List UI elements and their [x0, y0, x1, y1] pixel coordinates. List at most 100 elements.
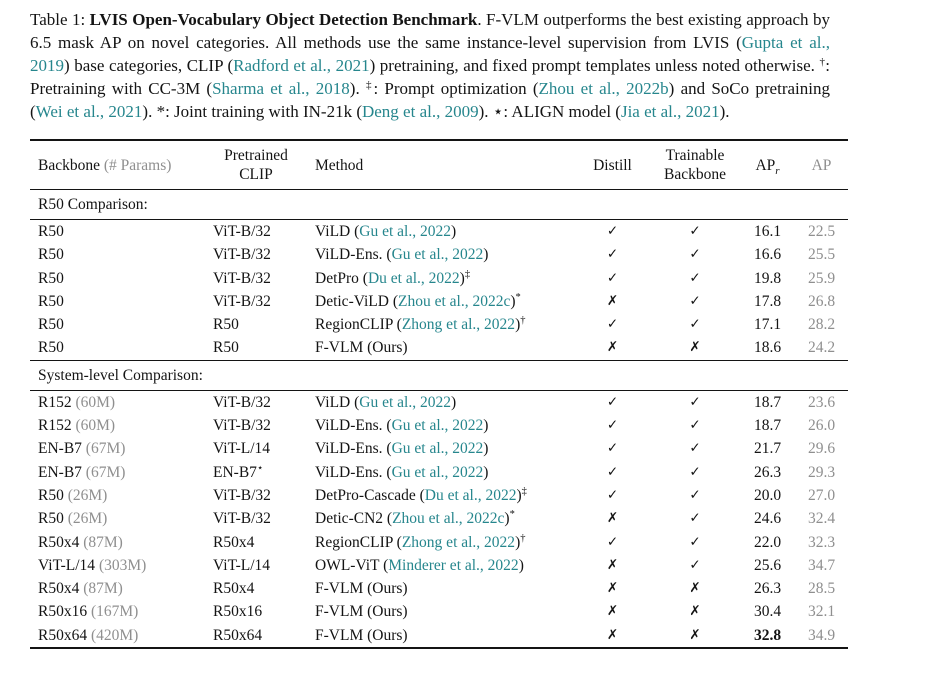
backbone-name: R50x16 — [38, 603, 88, 621]
pretrained-clip-cell: ViT-B/32 — [213, 246, 271, 264]
backbone-param-count: (67M) — [81, 463, 126, 481]
table-row: R50x16 (167M) R50x16 F-VLM (Ours) ✗ ✗ 30.4 32.… — [30, 600, 848, 623]
citation-link[interactable]: Zhong et al., 2022 — [401, 316, 516, 334]
ap-rare-value: 30.4 — [753, 603, 782, 621]
citation-link[interactable]: Du et al., 2022 — [367, 269, 460, 287]
backbone-name: R152 — [38, 417, 72, 435]
distill-mark-check: ✓ — [606, 533, 619, 550]
caption-text: . F-VLM outperforms the best existing ap… — [30, 10, 830, 52]
citation-link[interactable]: Wei et al., 2021 — [35, 102, 143, 121]
backbone-name: R50 — [38, 510, 64, 528]
citation-link[interactable]: Zhou et al., 2022b — [538, 79, 669, 98]
clip-footnote-marker: ⋆ — [256, 462, 264, 474]
backbone-cell: R50 — [30, 220, 205, 244]
backbone-name: R152 — [38, 393, 72, 411]
citation-link[interactable]: Gu et al., 2022 — [391, 417, 484, 435]
table-row: EN-B7 (67M) ViT-L/14 ViLD-Ens. (Gu et al.,… — [30, 437, 848, 460]
backbone-cell: R50 (26M) — [30, 507, 205, 530]
col-header-distill: Distill — [575, 140, 650, 190]
distill-mark-cross: ✗ — [575, 336, 650, 361]
citation-link[interactable]: Zhou et al., 2022c — [398, 292, 511, 310]
backbone-param-count: (60M) — [71, 417, 116, 435]
method-footnote-marker: † — [520, 315, 526, 327]
trainable-backbone-mark-check: ✓ — [689, 292, 701, 309]
ap-rare-value: 18.7 — [753, 393, 782, 411]
method-footnote-marker: * — [515, 291, 521, 303]
ap-rare-value: 19.8 — [753, 269, 782, 287]
citation-link[interactable]: Sharma et al., 2018 — [212, 79, 350, 98]
caption-text: : Prompt optimization ( — [373, 79, 539, 98]
method-cell: F-VLM (Ours) — [315, 626, 408, 644]
ap-value: 26.0 — [807, 417, 836, 435]
backbone-cell: R50 — [30, 290, 205, 313]
table-row: R50 ViT-B/32 ViLD-Ens. (Gu et al., 2022) ✓ ✓… — [30, 243, 848, 266]
distill-mark-check: ✓ — [606, 246, 619, 263]
pretrained-clip-cell: R50x16 — [213, 603, 263, 621]
backbone-param-count: (167M) — [87, 603, 139, 621]
ap-rare-value: 21.7 — [753, 440, 782, 458]
distill-mark-check: ✓ — [606, 269, 619, 286]
backbone-cell: R50 (26M) — [30, 484, 205, 507]
backbone-header-label: Backbone — [38, 156, 100, 174]
ap-value: 25.5 — [807, 246, 836, 264]
citation-link[interactable]: Jia et al., 2021 — [620, 102, 720, 121]
citation-link[interactable]: Radford et al., 2021 — [233, 56, 370, 75]
ap-rare-value: 26.3 — [753, 580, 782, 598]
method-footnote-marker: † — [520, 532, 526, 544]
caption-text: ). — [349, 79, 366, 98]
backbone-cell: R50x16 (167M) — [30, 600, 205, 623]
backbone-name: R50x4 — [38, 533, 80, 551]
method-footnote-marker: * — [509, 509, 515, 521]
citation-link[interactable]: Zhong et al., 2022 — [401, 533, 516, 551]
backbone-param-count: (420M) — [87, 626, 139, 644]
trainable-backbone-mark-check: ✓ — [689, 269, 701, 286]
backbone-cell: R50 — [30, 313, 205, 336]
trainable-backbone-mark-check: ✓ — [689, 440, 701, 457]
ap-value: 34.9 — [807, 626, 836, 644]
backbone-cell: EN-B7 (67M) — [30, 437, 205, 460]
citation-link[interactable]: Gu et al., 2022 — [359, 223, 451, 240]
backbone-name: R50x64 — [38, 626, 88, 644]
distill-mark-cross: ✗ — [606, 626, 619, 643]
pretrained-clip-cell: ViT-B/32 — [213, 510, 271, 528]
method-cell: Detic-ViLD (Zhou et al., 2022c)* — [315, 291, 521, 310]
backbone-name: R50x4 — [38, 580, 80, 598]
trainable-backbone-mark-cross: ✗ — [689, 580, 701, 597]
table-row: R50 ViT-B/32 ViLD (Gu et al., 2022) ✓ ✓ 16.1 2… — [30, 220, 848, 244]
trainable-backbone-mark-cross: ✗ — [689, 603, 701, 620]
backbone-cell: R50 — [30, 267, 205, 290]
table-row: EN-B7 (67M) EN-B7⋆ ViLD-Ens. (Gu et al., 2… — [30, 461, 848, 484]
trainable-backbone-label: Backbone — [664, 166, 726, 183]
caption-text: ). *: Joint training with IN-21k ( — [142, 102, 362, 121]
citation-link[interactable]: Deng et al., 2009 — [361, 102, 479, 121]
backbone-cell: R50 — [30, 336, 205, 361]
ap-value: 28.5 — [807, 580, 836, 598]
citation-link[interactable]: Gu et al., 2022 — [359, 393, 451, 411]
citation-link[interactable]: Du et al., 2022 — [424, 486, 517, 504]
table-row: R50 (26M) ViT-B/32 Detic-CN2 (Zhou et al.,… — [30, 507, 848, 530]
backbone-name: R50 — [38, 316, 64, 334]
paper-page: Table 1: LVIS Open-Vocabulary Object Det… — [0, 8, 942, 650]
method-cell: F-VLM (Ours) — [307, 336, 575, 361]
distill-mark-check: ✓ — [606, 316, 619, 333]
ap-value: 25.9 — [807, 269, 836, 287]
col-header-pretrained-clip: Pretrained CLIP — [205, 140, 307, 190]
trainable-backbone-mark-cross: ✗ — [689, 626, 701, 643]
backbone-param-count: (67M) — [81, 440, 126, 458]
backbone-cell: R152 (60M) — [30, 414, 205, 437]
distill-mark-check: ✓ — [606, 440, 619, 457]
citation-link[interactable]: Gupta et al., 2019 — [30, 33, 830, 75]
table-row: R152 (60M) ViT-B/32 ViLD (Gu et al., 2022)… — [30, 390, 848, 414]
citation-link[interactable]: Zhou et al., 2022c — [392, 510, 505, 528]
citation-link[interactable]: Gu et al., 2022 — [391, 246, 484, 264]
col-header-method: Method — [307, 140, 575, 190]
backbone-name: R50 — [38, 339, 64, 357]
citation-link[interactable]: Minderer et al., 2022 — [388, 556, 519, 574]
method-footnote-marker: ‡ — [464, 268, 471, 280]
ap-rare-value: 17.8 — [753, 292, 782, 310]
citation-link[interactable]: Gu et al., 2022 — [391, 440, 484, 458]
backbone-name: R50 — [38, 223, 64, 240]
citation-link[interactable]: Gu et al., 2022 — [391, 463, 484, 481]
trainable-backbone-mark-check: ✓ — [689, 486, 701, 503]
backbone-param-count: (26M) — [63, 486, 108, 504]
